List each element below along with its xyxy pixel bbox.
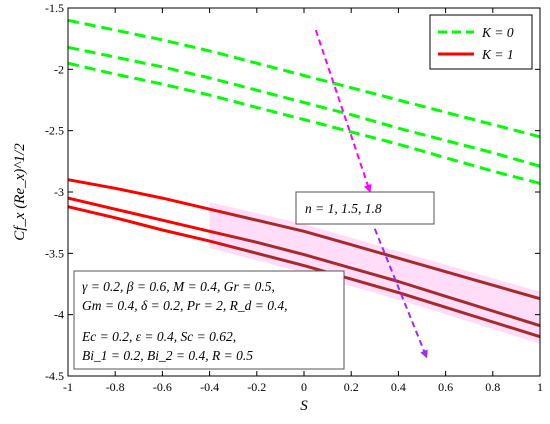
series-line-k1-n1	[67, 178, 541, 301]
series-line-k1-n1.8	[67, 205, 541, 339]
x-tick-label: -0.6	[153, 380, 172, 394]
y-tick-label: -1.5	[45, 1, 64, 15]
y-tick-label: -3.5	[45, 246, 64, 260]
x-tick-label: -0.4	[200, 380, 219, 394]
y-tick-label: -4	[54, 308, 64, 322]
direction-arrow-k0	[314, 29, 372, 193]
parameter-line-3: Ec = 0.2, ε = 0.4, Sc = 0.62,	[81, 329, 236, 344]
x-tick-label: 0.6	[438, 380, 453, 394]
x-tick-label: 0.4	[391, 380, 406, 394]
legend-label: K = 1	[481, 47, 514, 62]
series-line-k0-n1	[67, 18, 541, 139]
direction-arrow-k1	[373, 228, 428, 359]
x-tick-label: 0.8	[485, 380, 500, 394]
n-annotation-label: n = 1, 1.5, 1.8	[305, 201, 382, 216]
parameter-line-2: Gm = 0.4, δ = 0.2, Pr = 2, R_d = 0.4,	[82, 298, 287, 313]
x-tick-label: -0.8	[106, 380, 125, 394]
series-line-k0-n1.5	[67, 45, 541, 168]
parameter-line-1: γ = 0.2, β = 0.6, M = 0.4, Gr = 0.5,	[82, 279, 275, 294]
x-tick-label: -0.2	[247, 380, 266, 394]
legend	[429, 14, 533, 70]
legend-label: K = 0	[481, 25, 514, 40]
parameter-box	[73, 270, 345, 370]
x-tick-label: 1	[537, 380, 543, 394]
x-axis-label: S	[300, 398, 308, 414]
series-line-k1-n1.5	[67, 196, 541, 328]
n-annotation-box	[295, 191, 435, 225]
y-tick-label: -2.5	[45, 124, 64, 138]
x-tick-label: 0.2	[344, 380, 359, 394]
y-axis-label: Cf_x (Re_x)^1/2	[12, 143, 28, 241]
x-tick-label: -1	[63, 380, 73, 394]
y-tick-label: -4.5	[45, 369, 64, 383]
series-line-k0-n1.8	[67, 61, 541, 185]
y-tick-label: -2	[54, 62, 64, 76]
parameter-line-4: Bi_1 = 0.2, Bi_2 = 0.4, R = 0.5	[82, 348, 253, 363]
highlight-band	[209, 202, 540, 344]
plot-area: -1 -0.8 -0.6 -0.4 -0.2 0 0.2 0.4 0.6 0.8 1 -1.5 -2 -2…	[12, 1, 543, 414]
x-tick-label: 0	[301, 380, 307, 394]
y-tick-label: -3	[54, 185, 64, 199]
